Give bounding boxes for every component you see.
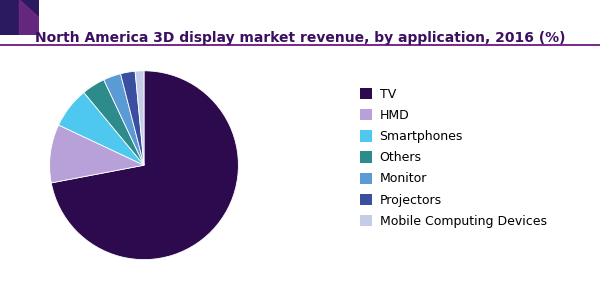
Wedge shape (84, 80, 144, 165)
Polygon shape (19, 0, 39, 35)
Wedge shape (50, 125, 144, 183)
Wedge shape (121, 71, 144, 165)
Text: North America 3D display market revenue, by application, 2016 (%): North America 3D display market revenue,… (35, 31, 565, 45)
Wedge shape (135, 71, 144, 165)
Polygon shape (0, 0, 39, 35)
Wedge shape (104, 74, 144, 165)
Legend: TV, HMD, Smartphones, Others, Monitor, Projectors, Mobile Computing Devices: TV, HMD, Smartphones, Others, Monitor, P… (359, 88, 547, 228)
Wedge shape (59, 92, 144, 165)
Wedge shape (51, 71, 238, 260)
